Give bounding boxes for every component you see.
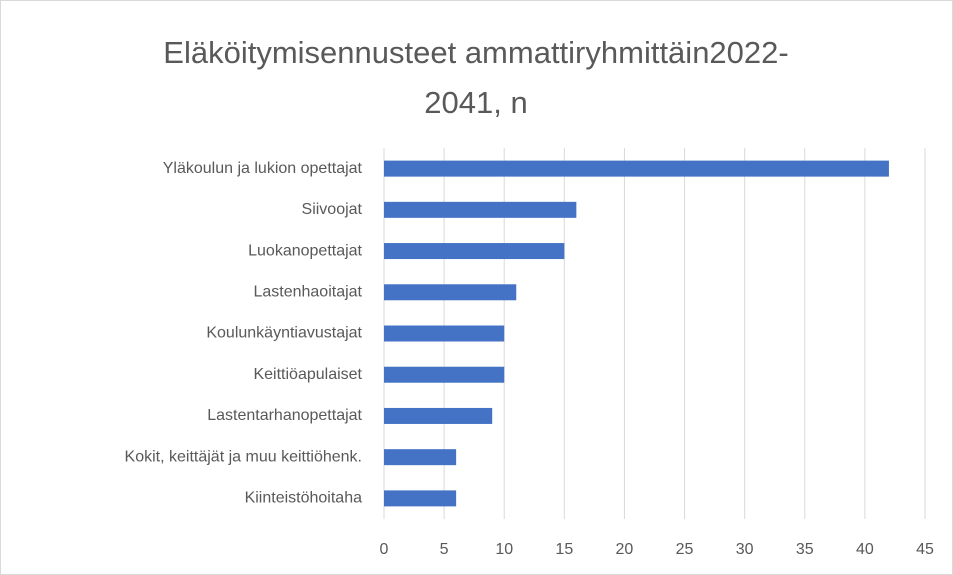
x-tick-label: 30	[736, 541, 754, 558]
y-tick-label: Siivoojat	[302, 201, 363, 218]
y-tick-label: Kiinteistöhoitaha	[245, 490, 363, 507]
bar	[384, 201, 577, 218]
x-tick-label: 40	[856, 541, 874, 558]
y-tick-label: Lastenhaoitajat	[253, 283, 362, 300]
y-tick-label: Kokit, keittäjät ja muu keittiöhenk.	[125, 448, 362, 465]
x-tick-label: 10	[495, 541, 513, 558]
bar	[384, 449, 457, 466]
bar	[384, 284, 517, 301]
y-tick-label: Luokanopettajat	[248, 242, 362, 259]
x-tick-label: 15	[555, 541, 573, 558]
bar	[384, 407, 493, 424]
x-tick-label: 25	[676, 541, 694, 558]
bar	[384, 325, 505, 342]
bar	[384, 160, 889, 177]
x-tick-label: 35	[796, 541, 814, 558]
y-tick-label: Lastentarhanopettajat	[207, 407, 362, 424]
chart-title: Eläköitymisennusteet ammattiryhmittäin20…	[163, 35, 789, 120]
y-tick-label: Keittiöapulaiset	[253, 366, 362, 383]
y-tick-label: Koulunkäyntiavustajat	[206, 325, 362, 342]
x-tick-label: 20	[616, 541, 634, 558]
y-tick-label: Yläkoulun ja lukion opettajat	[163, 160, 363, 177]
bar	[384, 243, 565, 260]
bar	[384, 490, 457, 507]
x-tick-label: 5	[440, 541, 449, 558]
x-tick-label: 45	[916, 541, 934, 558]
x-tick-label: 0	[380, 541, 389, 558]
bar	[384, 366, 505, 383]
